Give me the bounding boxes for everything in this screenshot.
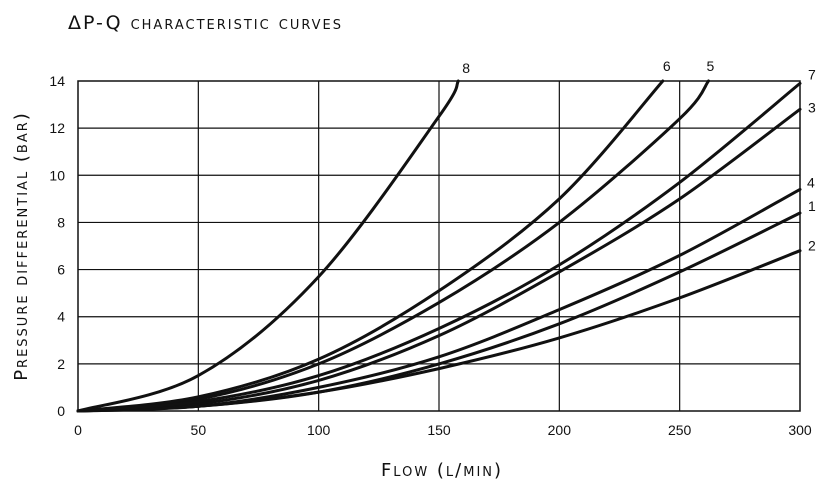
x-tick-label: 50 [191,422,207,438]
series-line-5 [76,79,710,413]
series-label-2: 2 [808,238,816,254]
x-tick-label: 200 [548,422,572,438]
series-label-8: 8 [462,60,470,76]
y-tick-label: 8 [57,214,65,230]
series-label-5: 5 [707,58,715,74]
x-tick-label: 150 [427,422,451,438]
tick-labels: 0 50 100 150 200 250 300 0 2 4 6 8 10 12 14 [49,73,811,438]
x-tick-label: 300 [788,422,812,438]
y-tick-label: 6 [57,262,65,278]
plot-frame [77,80,801,412]
series-line-8 [76,79,460,413]
y-tick-label: 0 [57,403,65,419]
x-tick-label: 250 [668,422,692,438]
x-tick-label: 0 [74,422,82,438]
y-tick-label: 14 [49,73,65,89]
x-axis-label: Flow (l/min) [381,460,503,480]
series-line-6 [76,79,665,413]
series-label-4: 4 [807,174,815,190]
series-line-4 [76,187,802,413]
y-tick-label: 10 [49,167,65,183]
chart-title: ΔP-Q characteristic curves [68,12,344,34]
series-label-6: 6 [663,58,671,74]
y-tick-label: 12 [49,120,65,136]
series-label-7: 7 [808,66,816,82]
y-axis-label: Pressure differential (bar) [11,111,32,381]
series-label-3: 3 [808,99,816,115]
series-label-1: 1 [808,198,816,214]
series-line-7 [76,81,802,413]
y-tick-label: 4 [57,309,65,325]
y-tick-label: 2 [57,356,65,372]
grid [78,81,800,411]
series-line-3 [76,107,802,413]
series-lines [76,79,802,413]
series-labels: 1 2 3 4 5 6 7 8 [462,58,816,254]
x-tick-label: 100 [307,422,331,438]
